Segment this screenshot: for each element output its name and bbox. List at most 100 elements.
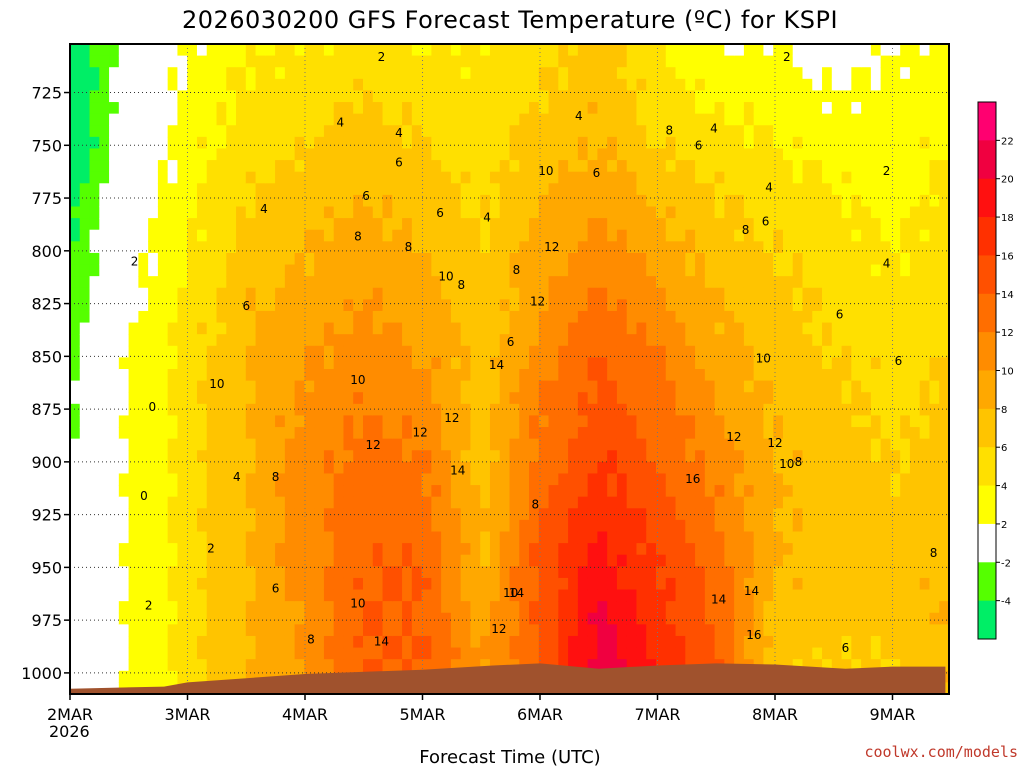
temperature-cell [226,322,237,335]
temperature-cell [802,229,813,242]
temperature-cell [685,415,696,428]
temperature-cell [167,496,179,509]
temperature-cell [548,136,559,150]
temperature-cell [909,635,921,649]
temperature-cell [411,485,423,498]
temperature-cell [187,612,198,625]
temperature-cell [79,171,91,184]
temperature-cell [392,403,403,417]
temperature-cell [79,67,91,80]
temperature-cell [704,577,716,591]
temperature-cell [841,113,852,126]
temperature-cell [460,554,472,567]
temperature-cell [489,473,501,486]
temperature-cell [363,78,374,92]
temperature-cell [548,508,559,521]
temperature-cell [323,148,335,161]
temperature-cell [822,554,833,567]
temperature-cell [421,334,432,347]
temperature-cell [665,183,677,196]
temperature-cell [685,624,696,637]
temperature-cell [460,160,472,173]
temperature-cell [157,229,169,242]
temperature-cell [255,508,266,521]
temperature-cell [206,403,218,417]
temperature-cell [323,485,335,498]
temperature-cell [196,241,208,254]
temperature-cell [402,415,413,428]
temperature-cell [128,357,139,370]
temperature-cell [802,67,813,80]
temperature-cell [109,90,120,103]
temperature-cell [333,218,345,231]
temperature-cell [99,67,110,80]
temperature-cell [851,171,862,184]
temperature-cell [157,322,169,335]
temperature-cell [118,496,130,509]
temperature-cell [646,78,657,92]
temperature-cell [529,218,540,231]
temperature-cell [206,392,218,405]
temperature-cell [656,531,667,544]
temperature-cell [294,659,305,672]
temperature-cell [431,543,442,556]
temperature-cell [275,252,286,266]
temperature-cell [851,647,862,660]
temperature-cell [851,508,862,521]
temperature-cell [333,171,345,184]
temperature-cell [118,206,130,219]
temperature-cell [226,624,237,637]
temperature-cell [665,496,677,509]
temperature-cell [187,310,198,324]
temperature-cell [138,287,149,300]
temperature-cell [607,543,618,556]
temperature-cell [509,102,520,115]
temperature-cell [558,450,569,463]
temperature-cell [480,485,491,498]
temperature-cell [382,206,393,219]
temperature-cell [265,171,276,184]
temperature-cell [558,287,569,300]
temperature-cell [402,635,413,649]
temperature-cell [109,287,120,300]
temperature-cell [724,635,735,649]
temperature-cell [929,264,940,277]
temperature-cell [675,369,686,382]
temperature-cell [206,252,218,266]
temperature-cell [538,543,550,556]
temperature-cell [284,589,296,602]
temperature-cell [841,183,852,196]
temperature-cell [450,531,462,544]
temperature-cell [782,229,794,242]
temperature-cell [802,55,813,68]
temperature-cell [450,229,462,242]
temperature-cell [753,647,765,660]
temperature-cell [724,276,735,289]
temperature-cell [167,485,179,498]
temperature-cell [353,659,364,672]
temperature-cell [519,113,530,126]
temperature-cell [597,659,608,672]
temperature-cell [538,624,550,637]
temperature-cell [431,148,442,161]
temperature-cell [245,310,257,324]
temperature-cell [245,136,257,150]
temperature-cell [314,577,325,591]
temperature-cell [470,357,481,370]
temperature-cell [275,55,286,68]
temperature-cell [743,427,755,440]
temperature-cell [138,577,149,591]
temperature-cell [343,78,354,92]
temperature-cell [577,508,589,521]
temperature-cell [822,206,833,219]
temperature-cell [558,299,569,312]
temperature-cell [411,67,423,80]
temperature-cell [460,310,472,324]
temperature-cell [704,519,716,533]
temperature-cell [519,102,530,115]
temperature-cell [568,438,579,451]
temperature-cell [196,67,208,80]
temperature-cell [900,577,911,591]
temperature-cell [509,264,520,277]
temperature-cell [294,44,305,57]
